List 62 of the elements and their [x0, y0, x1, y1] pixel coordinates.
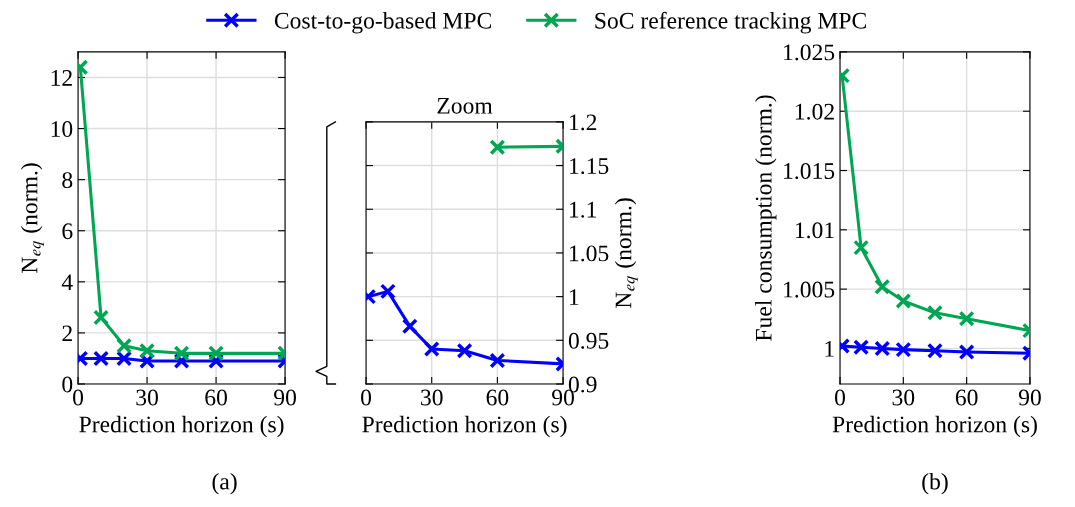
point [93, 309, 110, 326]
y-tick-label: 1.015 [784, 163, 835, 180]
point [93, 350, 110, 367]
y-tick-label: 1.005 [784, 281, 835, 298]
point [853, 339, 870, 356]
point [489, 352, 506, 369]
text: (a) [212, 472, 237, 495]
point [926, 342, 943, 359]
y2-tick-label: 0.95 [568, 332, 609, 349]
point [926, 304, 943, 321]
y2-tick-label: 1.05 [570, 245, 609, 262]
x-tick-label: 0 [73, 389, 84, 406]
y-tick-label: 2 [62, 325, 72, 342]
point [958, 310, 975, 327]
point [173, 345, 190, 362]
text: (b) [922, 472, 948, 495]
y-axis-title: Fuel consumption (norm.) [755, 95, 777, 341]
point [401, 318, 418, 335]
point [874, 340, 891, 357]
y2-tick-label: 1.1 [570, 201, 597, 218]
x-axis-title: Prediction horizon (s) [79, 415, 284, 438]
point [853, 239, 870, 256]
y-tick-label: 0 [62, 376, 73, 393]
x-tick-label: 30 [892, 389, 915, 406]
y-axis-title: N$_{eq}$ (norm.) [20, 163, 44, 273]
x-tick-label: 60 [486, 389, 509, 406]
y-tick-label: 4 [61, 274, 73, 291]
y-tick-label: 10 [51, 121, 73, 137]
x-axis-title: Prediction horizon (s) [832, 415, 1037, 438]
x-tick-label: 60 [955, 389, 978, 406]
x-tick-label: 0 [361, 389, 372, 406]
x-tick-label: 30 [421, 389, 443, 406]
y-tick-label: 12 [51, 70, 72, 86]
y-tick-label: 1.025 [784, 44, 835, 61]
point [958, 343, 975, 360]
x-tick-label: 90 [1018, 389, 1041, 406]
y-tick-label: 1.02 [795, 103, 834, 120]
point [116, 337, 133, 354]
legend-label: Cost-to-go-based MPC [274, 12, 491, 34]
y2-tick-label: 1 [570, 289, 579, 305]
point [379, 283, 396, 300]
point [456, 342, 473, 359]
chart-title: Zoom [437, 98, 493, 114]
x-tick-label: 30 [136, 389, 158, 406]
point [895, 341, 912, 358]
y-tick-label: 1.01 [795, 222, 834, 239]
y2-tick-label: 1.2 [570, 114, 597, 131]
point [139, 342, 156, 359]
y2-tick-label: 1.15 [570, 158, 609, 175]
y2-axis-title: N$_{eq}$ (norm.) [614, 198, 638, 308]
x-tick-label: 60 [205, 389, 227, 406]
x-tick-label: 0 [835, 389, 846, 406]
point [208, 345, 225, 362]
point [874, 278, 891, 295]
x-axis-title: Prediction horizon (s) [362, 415, 567, 438]
point [423, 341, 440, 358]
point [895, 292, 912, 309]
y-tick-label: 1 [825, 341, 834, 357]
x-tick-label: 90 [274, 389, 296, 406]
y-tick-label: 6 [62, 223, 73, 240]
y-tick-label: 8 [62, 172, 73, 189]
legend-label: SoC reference tracking MPC [595, 11, 866, 34]
